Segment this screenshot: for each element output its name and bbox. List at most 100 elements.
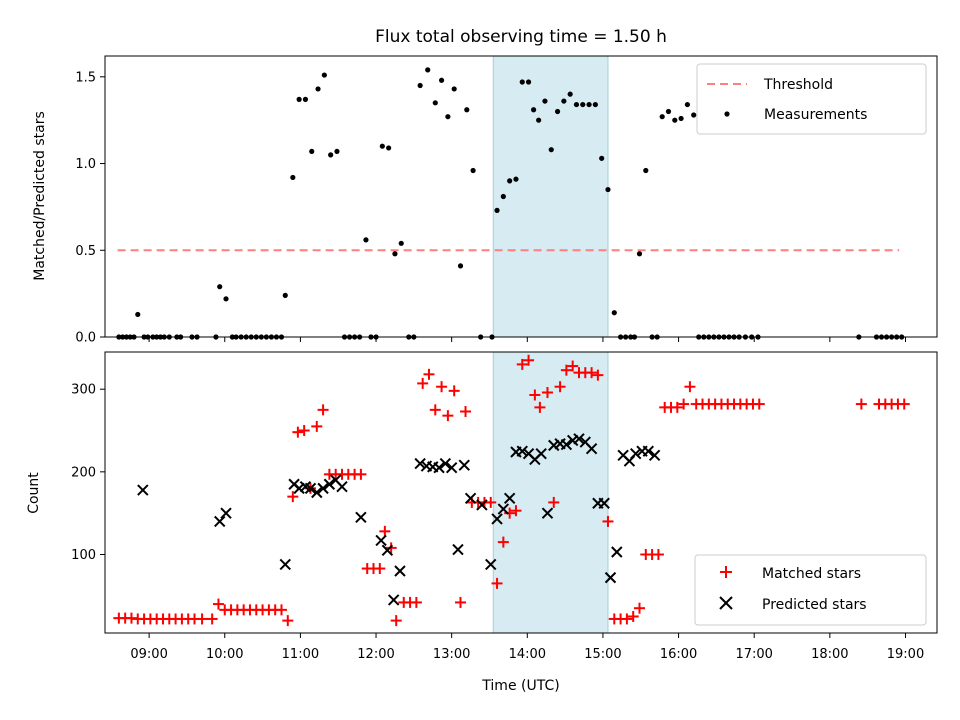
measurement-point [425, 67, 431, 73]
count-points [113, 354, 910, 627]
matched-star-point [678, 398, 690, 410]
x-axis-label: Time (UTC) [481, 678, 559, 694]
predicted-star-point [491, 513, 503, 525]
matched-star-point [627, 610, 639, 622]
matched-star-point [355, 468, 367, 480]
measurement-point [691, 112, 697, 118]
legend-matched-label: Matched stars [762, 566, 861, 582]
measurement-point [321, 72, 327, 78]
measurement-point [599, 155, 605, 161]
matched-star-point [460, 406, 472, 418]
measurement-point [531, 107, 537, 113]
predicted-star-point [387, 594, 400, 606]
matched-star-point [684, 381, 696, 393]
matched-star-point [374, 563, 386, 575]
x-tick-label: 15:00 [584, 647, 621, 662]
measurement-point [659, 114, 665, 120]
matched-star-point [287, 491, 299, 503]
predicted-star-point [516, 445, 528, 457]
matched-star-point [529, 389, 541, 401]
matched-star-point [652, 548, 664, 560]
measurement-point [309, 148, 315, 155]
predicted-star-point [375, 534, 387, 547]
x-tick-label: 18:00 [811, 647, 848, 662]
matched-star-point [753, 398, 765, 410]
predicted-star-point [535, 447, 547, 460]
measurement-point [451, 86, 457, 92]
x-tick-label: 13:00 [433, 647, 470, 662]
matched-star-point [317, 404, 329, 416]
matched-star-point [454, 596, 466, 608]
measurement-point [417, 82, 423, 89]
measurement-point [223, 296, 229, 302]
plot-frame [104, 55, 938, 338]
measurement-point [507, 178, 513, 184]
predicted-star-point [503, 492, 516, 504]
predicted-star-point [458, 459, 470, 471]
matched-star-point [548, 496, 560, 508]
predicted-star-point [630, 447, 642, 460]
measurement-point [605, 186, 611, 193]
x-tick-label: 16:00 [660, 647, 697, 662]
matched-star-point [497, 536, 509, 548]
measurement-point [513, 176, 519, 182]
y-axis-label: Count [26, 472, 42, 514]
matched-star-point [379, 525, 391, 537]
predicted-star-point [433, 461, 445, 474]
x-axis-ticks [148, 337, 906, 342]
matched-star-point [491, 577, 503, 589]
predicted-star-point [648, 449, 661, 462]
matched-star-point [510, 505, 522, 517]
legend-measurement-swatch [724, 111, 730, 117]
matched-star-point [602, 515, 614, 527]
measurement-point [573, 101, 580, 108]
matched-star-point [206, 613, 218, 625]
predicted-star-point [541, 507, 554, 519]
x-tick-label: 10:00 [206, 647, 243, 662]
y-tick-label: 0.0 [75, 331, 96, 346]
measurement-point [542, 98, 548, 104]
measurement-point [302, 96, 309, 102]
predicted-star-point [573, 433, 585, 445]
measurement-point [438, 77, 445, 83]
matched-star-point [671, 401, 683, 413]
measurement-point [643, 167, 649, 174]
measurement-point [464, 107, 470, 113]
measurement-point [494, 207, 500, 213]
predicted-star-point [317, 482, 329, 495]
matched-star-point [534, 401, 546, 413]
y-tick-label: 1.0 [75, 157, 96, 172]
x-tick-label: 09:00 [130, 647, 167, 662]
predicted-star-point [464, 492, 477, 504]
matched-star-point [442, 410, 454, 422]
matched-star-point [311, 420, 323, 432]
measurement-point [290, 174, 296, 181]
measurement-point [636, 251, 643, 257]
measurement-point [296, 96, 302, 102]
matched-star-point [292, 426, 304, 438]
matched-star-point [621, 613, 633, 625]
legend-box [696, 63, 927, 135]
y-axis-ticks: 0.0 0.5 1.0 1.5 [75, 70, 105, 346]
measurement-point [500, 193, 506, 200]
ratio-panel: Flux total observing time = 1.50 h 0.00.… [32, 27, 938, 346]
measurement-point [457, 263, 464, 269]
matched-star-point [485, 496, 497, 508]
measurement-point [519, 79, 525, 85]
measurement-point [334, 148, 340, 155]
predicted-star-point [414, 457, 426, 470]
y-axis-ticks: 100 200 300 [71, 383, 105, 563]
predicted-star-point [355, 511, 367, 524]
matched-star-point [633, 602, 645, 614]
matched-star-point [523, 354, 535, 366]
matched-star-point [586, 367, 598, 379]
plot-frame [104, 351, 938, 634]
predicted-star-point [214, 515, 226, 528]
matched-star-point [541, 386, 553, 398]
measurement-point [379, 143, 385, 149]
predicted-star-point [598, 497, 610, 509]
measurement-point [580, 101, 586, 108]
matched-star-point [448, 385, 460, 397]
legend-predicted-label: Predicted stars [762, 597, 867, 613]
